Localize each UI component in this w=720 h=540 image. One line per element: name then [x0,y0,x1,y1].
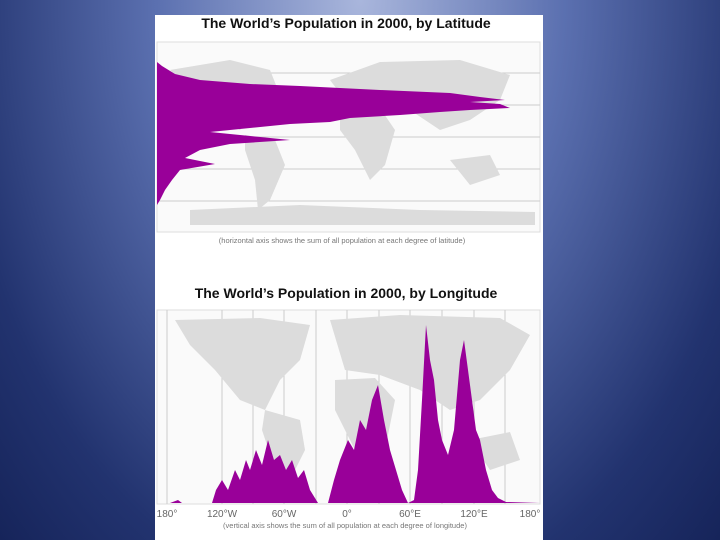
longitude-tick-label: 120°E [460,509,488,520]
latitude-title: The World’s Population in 2000, by Latit… [201,15,491,31]
longitude-tick-label: 180° [520,509,541,520]
longitude-tick-label: 60°W [272,509,297,520]
longitude-tick-label: 0° [342,509,352,520]
longitude-tick-labels: 180° 120°W 60°W 0° 60°E 120°E 180° [157,509,541,520]
longitude-tick-label: 120°W [207,509,238,520]
longitude-title: The World’s Population in 2000, by Longi… [195,285,498,301]
latitude-caption: (horizontal axis shows the sum of all po… [219,236,466,245]
longitude-caption: (vertical axis shows the sum of all popu… [223,521,467,530]
latitude-map [156,41,541,233]
longitude-tick-label: 60°E [399,509,421,520]
longitude-tick-label: 180° [157,509,178,520]
longitude-map [156,309,541,505]
